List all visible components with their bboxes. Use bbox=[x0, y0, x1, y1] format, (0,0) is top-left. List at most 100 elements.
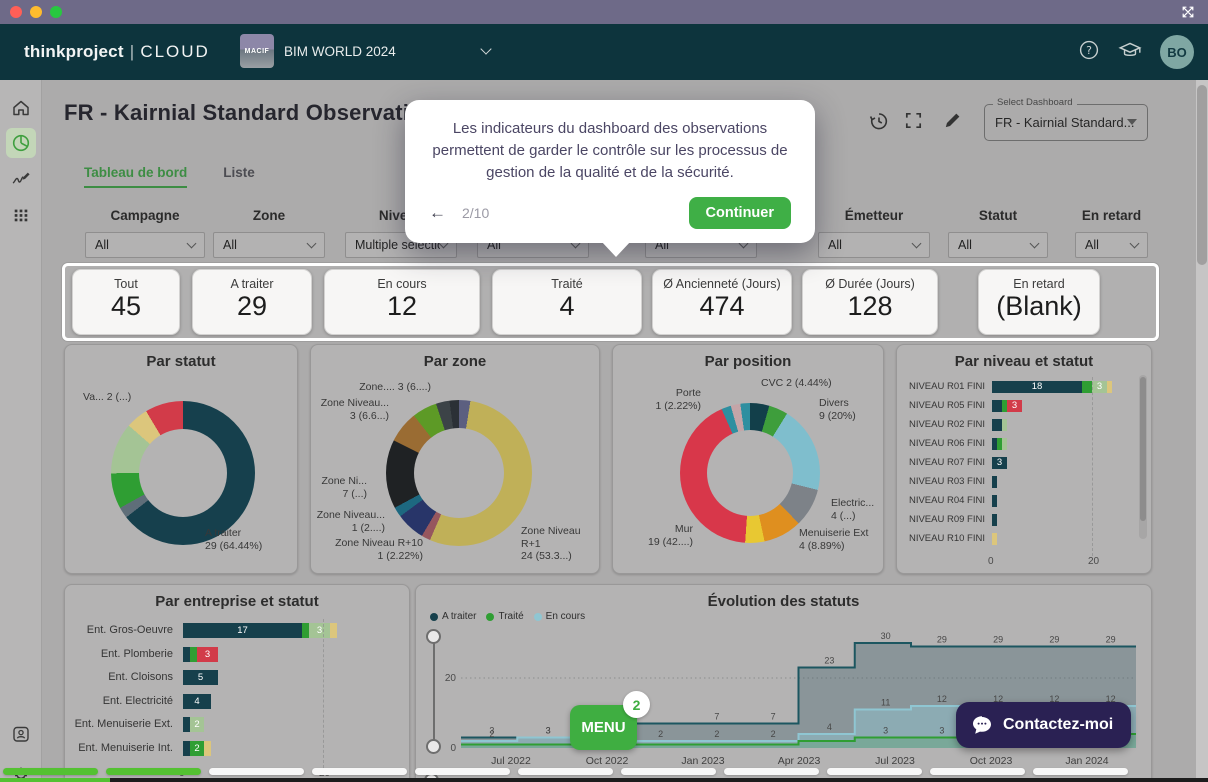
kpi-card--anciennet-jours-[interactable]: Ø Ancienneté (Jours) 474 bbox=[652, 269, 792, 335]
bar-segment[interactable]: 2 bbox=[190, 717, 204, 732]
project-selector[interactable]: MACIF BIM WORLD 2024 bbox=[240, 34, 492, 68]
bar-segment[interactable]: 3 bbox=[197, 646, 218, 662]
expand-icon[interactable] bbox=[1180, 4, 1196, 20]
page-scrollbar-thumb[interactable] bbox=[1197, 85, 1207, 265]
bar-segment[interactable] bbox=[992, 476, 997, 488]
page-scrollbar[interactable] bbox=[1196, 80, 1208, 782]
carousel-pagination[interactable] bbox=[3, 768, 1128, 775]
evolution-line-chart[interactable]: 3357723302929292923222241112121212334 bbox=[416, 585, 1152, 782]
donut-chart[interactable] bbox=[386, 400, 532, 546]
edit-pencil-icon[interactable] bbox=[942, 110, 964, 132]
bar-segment[interactable]: 2 bbox=[190, 740, 204, 756]
contact-me-button[interactable]: Contactez-moi bbox=[956, 702, 1132, 748]
bar-segment[interactable] bbox=[1002, 400, 1007, 412]
bar-segment[interactable] bbox=[992, 495, 997, 507]
menu-button[interactable]: MENU 2 bbox=[570, 691, 650, 750]
minimize-window-icon[interactable] bbox=[30, 6, 42, 18]
donut-chart[interactable] bbox=[111, 401, 255, 545]
slider-handle[interactable] bbox=[426, 629, 441, 644]
bar-segment[interactable] bbox=[1107, 381, 1112, 393]
bar-segment[interactable]: 5 bbox=[183, 670, 218, 685]
bar-segment[interactable] bbox=[1002, 438, 1007, 450]
bar-segment[interactable]: 3 bbox=[309, 623, 330, 638]
svg-text:3: 3 bbox=[939, 726, 944, 736]
legend-item[interactable]: Traité bbox=[486, 611, 524, 622]
bar-segment[interactable] bbox=[992, 400, 1002, 412]
pagination-segment[interactable] bbox=[930, 768, 1025, 775]
pagination-segment[interactable] bbox=[106, 768, 201, 775]
bar-segment[interactable] bbox=[1002, 419, 1007, 431]
filter-select[interactable]: All bbox=[213, 232, 325, 258]
apps-grid-icon[interactable] bbox=[9, 203, 33, 227]
fullscreen-icon[interactable] bbox=[903, 110, 925, 132]
kpi-card-tout[interactable]: Tout 45 bbox=[72, 269, 180, 335]
chart-card-evolution-des-statuts[interactable]: Évolution des statuts A traiter Traité En … bbox=[415, 584, 1152, 782]
bar-segment[interactable] bbox=[330, 623, 337, 638]
pagination-segment[interactable] bbox=[827, 768, 922, 775]
bar-segment[interactable]: 17 bbox=[183, 623, 302, 638]
bar-segment[interactable] bbox=[992, 514, 997, 526]
help-icon[interactable]: ? bbox=[1078, 39, 1100, 66]
avatar[interactable]: BO bbox=[1160, 35, 1194, 69]
chart-card-par-zone[interactable]: Par zone Zone Niveau R+1 24 (53.3...) Zon… bbox=[310, 344, 600, 574]
bar-segment[interactable]: 3 bbox=[1007, 400, 1022, 412]
legend-item[interactable]: En cours bbox=[533, 611, 585, 622]
tour-back-arrow-icon[interactable]: ← bbox=[429, 203, 446, 223]
bar-segment[interactable] bbox=[190, 646, 197, 662]
close-window-icon[interactable] bbox=[10, 6, 22, 18]
tab-liste[interactable]: Liste bbox=[223, 165, 255, 180]
pagination-segment[interactable] bbox=[312, 768, 407, 775]
filter-select[interactable]: All bbox=[1075, 232, 1148, 258]
bar-segment[interactable]: 4 bbox=[183, 693, 211, 709]
bar-segment[interactable] bbox=[992, 533, 997, 545]
kpi-card-en-cours[interactable]: En cours 12 bbox=[324, 269, 480, 335]
chart-card-par-niveau-et-statut[interactable]: Par niveau et statut NIVEAU R01 FINI 18 3 N… bbox=[896, 344, 1152, 574]
bar-segment[interactable] bbox=[183, 717, 190, 732]
pagination-segment[interactable] bbox=[518, 768, 613, 775]
bar-segment[interactable] bbox=[992, 438, 997, 450]
bar-segment[interactable] bbox=[1082, 381, 1092, 393]
kpi-card-en-retard[interactable]: En retard (Blank) bbox=[978, 269, 1100, 335]
account-icon[interactable] bbox=[9, 722, 33, 746]
chart-scrollbar[interactable] bbox=[1139, 375, 1147, 539]
chart-card-par-statut[interactable]: Par statut A traiter 29 (64.44%) Va... 2 … bbox=[64, 344, 298, 574]
kpi-card-a-traiter[interactable]: A traiter 29 bbox=[192, 269, 312, 335]
slider-handle[interactable] bbox=[426, 739, 441, 754]
y-range-slider[interactable] bbox=[433, 637, 435, 753]
legend-item[interactable]: A traiter bbox=[430, 611, 476, 622]
pagination-segment[interactable] bbox=[1033, 768, 1128, 775]
bar-segment[interactable]: 3 bbox=[992, 457, 1007, 469]
pagination-segment[interactable] bbox=[415, 768, 510, 775]
tab-tableau-de-bord[interactable]: Tableau de bord bbox=[84, 165, 188, 188]
chart-card-par-position[interactable]: Par position CVC 2 (4.44%) Divers 9 (20%)… bbox=[612, 344, 884, 574]
filter-select[interactable]: All bbox=[948, 232, 1048, 258]
bar-segment[interactable]: 18 bbox=[992, 381, 1082, 393]
select-dashboard-dropdown[interactable]: Select Dashboard FR - Kairnial Standard.… bbox=[984, 97, 1148, 141]
learning-cap-icon[interactable] bbox=[1118, 38, 1142, 67]
bar-segment[interactable] bbox=[992, 419, 1002, 431]
donut-chart[interactable] bbox=[680, 403, 820, 543]
signature-icon[interactable] bbox=[9, 166, 33, 190]
bar-segment[interactable] bbox=[302, 623, 309, 638]
tabs: Tableau de bord Liste bbox=[84, 165, 255, 188]
chart-card-par-entreprise-et-statut[interactable]: Par entreprise et statut Ent. Gros-Oeuvr… bbox=[64, 584, 410, 782]
kpi-card--dur-e-jours-[interactable]: Ø Durée (Jours) 128 bbox=[802, 269, 938, 335]
home-icon[interactable] bbox=[9, 96, 33, 120]
bar-segment[interactable] bbox=[997, 438, 1002, 450]
filter-select[interactable]: All bbox=[818, 232, 930, 258]
zoom-window-icon[interactable] bbox=[50, 6, 62, 18]
bar-segment[interactable] bbox=[183, 740, 190, 756]
kpi-card-trait-[interactable]: Traité 4 bbox=[492, 269, 642, 335]
bar-segment[interactable]: 3 bbox=[1092, 381, 1107, 393]
tour-continue-button[interactable]: Continuer bbox=[688, 197, 791, 230]
pagination-segment[interactable] bbox=[209, 768, 304, 775]
pagination-segment[interactable] bbox=[3, 768, 98, 775]
dashboards-icon[interactable] bbox=[6, 128, 36, 158]
history-icon[interactable] bbox=[868, 110, 890, 132]
pagination-segment[interactable] bbox=[724, 768, 819, 775]
donut-slice-label: Divers 9 (20%) bbox=[819, 397, 856, 422]
filter-select[interactable]: All bbox=[85, 232, 205, 258]
bar-segment[interactable] bbox=[183, 646, 190, 662]
pagination-segment[interactable] bbox=[621, 768, 716, 775]
bar-segment[interactable] bbox=[204, 740, 211, 756]
